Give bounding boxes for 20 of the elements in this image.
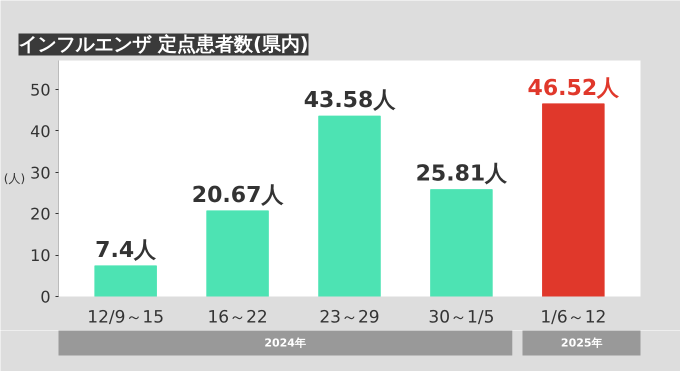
chart-title: インフルエンザ 定点患者数(県内) [18,34,308,56]
x-tick-label: 12/9～15 [87,308,164,328]
y-axis-title: (人) [4,172,26,186]
data-label: 46.52人 [528,76,620,101]
data-label: 20.67人 [192,182,284,208]
y-tick-label: 20 [30,204,50,224]
x-tick-label: 16～22 [207,308,268,328]
data-label: 7.4人 [95,238,158,263]
x-tick-label: 30～1/5 [428,308,494,328]
y-tick-label: 40 [30,122,50,141]
text: 2025年 [560,336,603,350]
y-tick-label: 0 [40,288,51,306]
data-label: 25.81人 [416,162,508,187]
y-tick-label: 50 [30,80,50,100]
y-tick-label: 10 [30,246,50,266]
data-label: 43.58人 [304,88,396,114]
text: 2024年 [264,336,306,350]
y-tick-label: 30 [30,163,50,182]
x-tick-label: 1/6～12 [540,308,606,328]
x-tick-label: 23～29 [319,308,380,328]
